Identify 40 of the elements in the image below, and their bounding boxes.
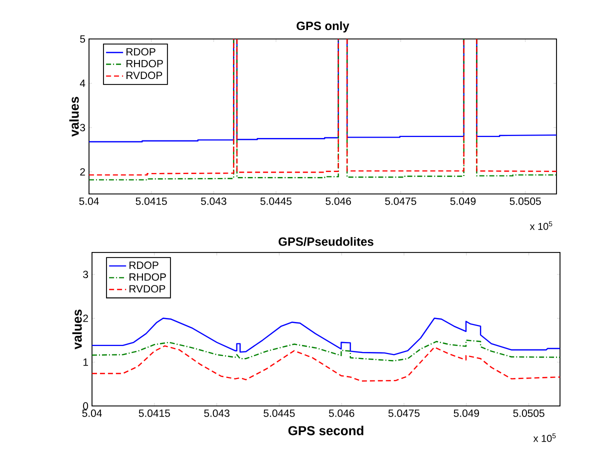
x-tick-label: 5.04 — [82, 410, 102, 417]
x-tick-label: 5.0475 — [385, 198, 416, 205]
x-tick-label: 5.046 — [326, 198, 351, 205]
y-tick-label: 4 — [80, 80, 86, 87]
y-tick-label: 1 — [83, 358, 88, 366]
x-tick-label: 5.049 — [450, 198, 476, 205]
line-series — [92, 340, 560, 362]
legend-label: RHDOP — [130, 273, 166, 281]
y-tick-label: 2 — [80, 168, 85, 176]
chart-title: GPS only — [296, 21, 350, 32]
x-axis-title: GPS second — [288, 426, 364, 436]
legend-label: RHDOP — [126, 60, 163, 68]
y-tick-label: 2 — [83, 314, 88, 322]
x-tick-label: 5.046 — [328, 410, 354, 417]
line-series — [92, 345, 560, 382]
x-tick-label: 5.0415 — [138, 410, 170, 417]
x-tick-label: 5.043 — [201, 198, 226, 205]
x-tick-label: 5.04 — [79, 198, 99, 205]
line-series — [92, 318, 560, 356]
y-axis-title: values — [72, 310, 82, 350]
legend-label: RDOP — [126, 48, 156, 56]
x-tick-label: 5.0475 — [388, 410, 420, 417]
legend-label: RVDOP — [126, 72, 162, 80]
y-tick-label: 3 — [83, 270, 88, 278]
x-tick-label: 5.043 — [204, 410, 230, 417]
y-tick-label: 5 — [80, 35, 86, 43]
y-tick-label: 3 — [80, 124, 86, 132]
text: x 10$^{5}$ — [530, 221, 552, 230]
chart-title: GPS/Pseudolites — [278, 237, 374, 246]
x-tick-label: 5.0445 — [264, 410, 295, 417]
legend-label: RVDOP — [130, 285, 166, 293]
x-tick-label: 5.0445 — [260, 198, 292, 205]
x-tick-label: 5.0415 — [136, 198, 167, 205]
x-tick-label: 5.0505 — [510, 198, 541, 205]
y-axis-title: values — [69, 96, 79, 137]
y-tick-label: 0 — [83, 402, 88, 410]
text: x 10$^{5}$ — [533, 433, 556, 442]
x-tick-label: 5.049 — [454, 410, 479, 417]
x-tick-label: 5.0505 — [513, 410, 544, 417]
legend-label: RDOP — [130, 262, 158, 269]
